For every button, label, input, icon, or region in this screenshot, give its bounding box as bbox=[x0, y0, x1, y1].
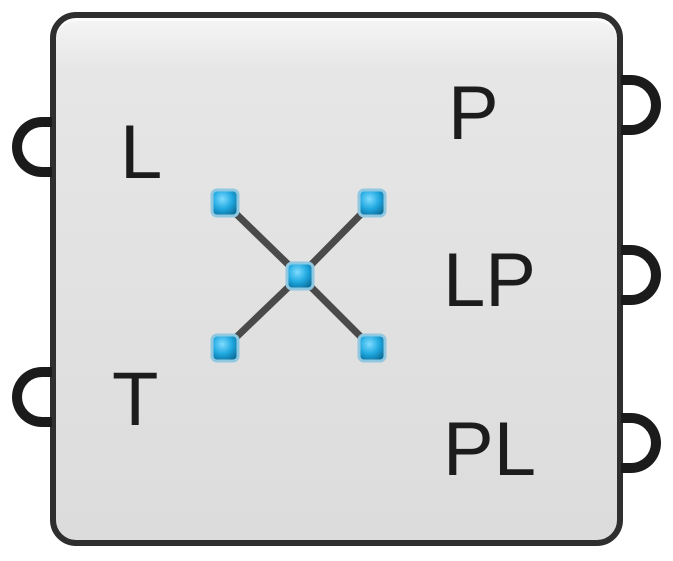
output-grip-pl[interactable] bbox=[621, 413, 661, 473]
point-center bbox=[285, 261, 315, 291]
output-grip-lp[interactable] bbox=[621, 245, 661, 305]
input-label-t: T bbox=[112, 357, 159, 442]
output-label-lp: LP bbox=[443, 238, 536, 323]
input-grip-l[interactable] bbox=[12, 117, 52, 177]
icon-svg bbox=[210, 188, 387, 363]
point-top-right bbox=[357, 188, 387, 218]
crossed-lines-points-icon bbox=[190, 178, 390, 378]
component-body[interactable] bbox=[50, 12, 623, 546]
output-label-pl: PL bbox=[443, 407, 536, 492]
output-grip-p[interactable] bbox=[621, 75, 661, 135]
point-bottom-right bbox=[357, 333, 387, 363]
input-label-l: L bbox=[120, 110, 163, 195]
output-label-p: P bbox=[448, 71, 499, 156]
point-bottom-left bbox=[210, 333, 240, 363]
point-top-left bbox=[210, 188, 240, 218]
input-grip-t[interactable] bbox=[12, 367, 52, 427]
